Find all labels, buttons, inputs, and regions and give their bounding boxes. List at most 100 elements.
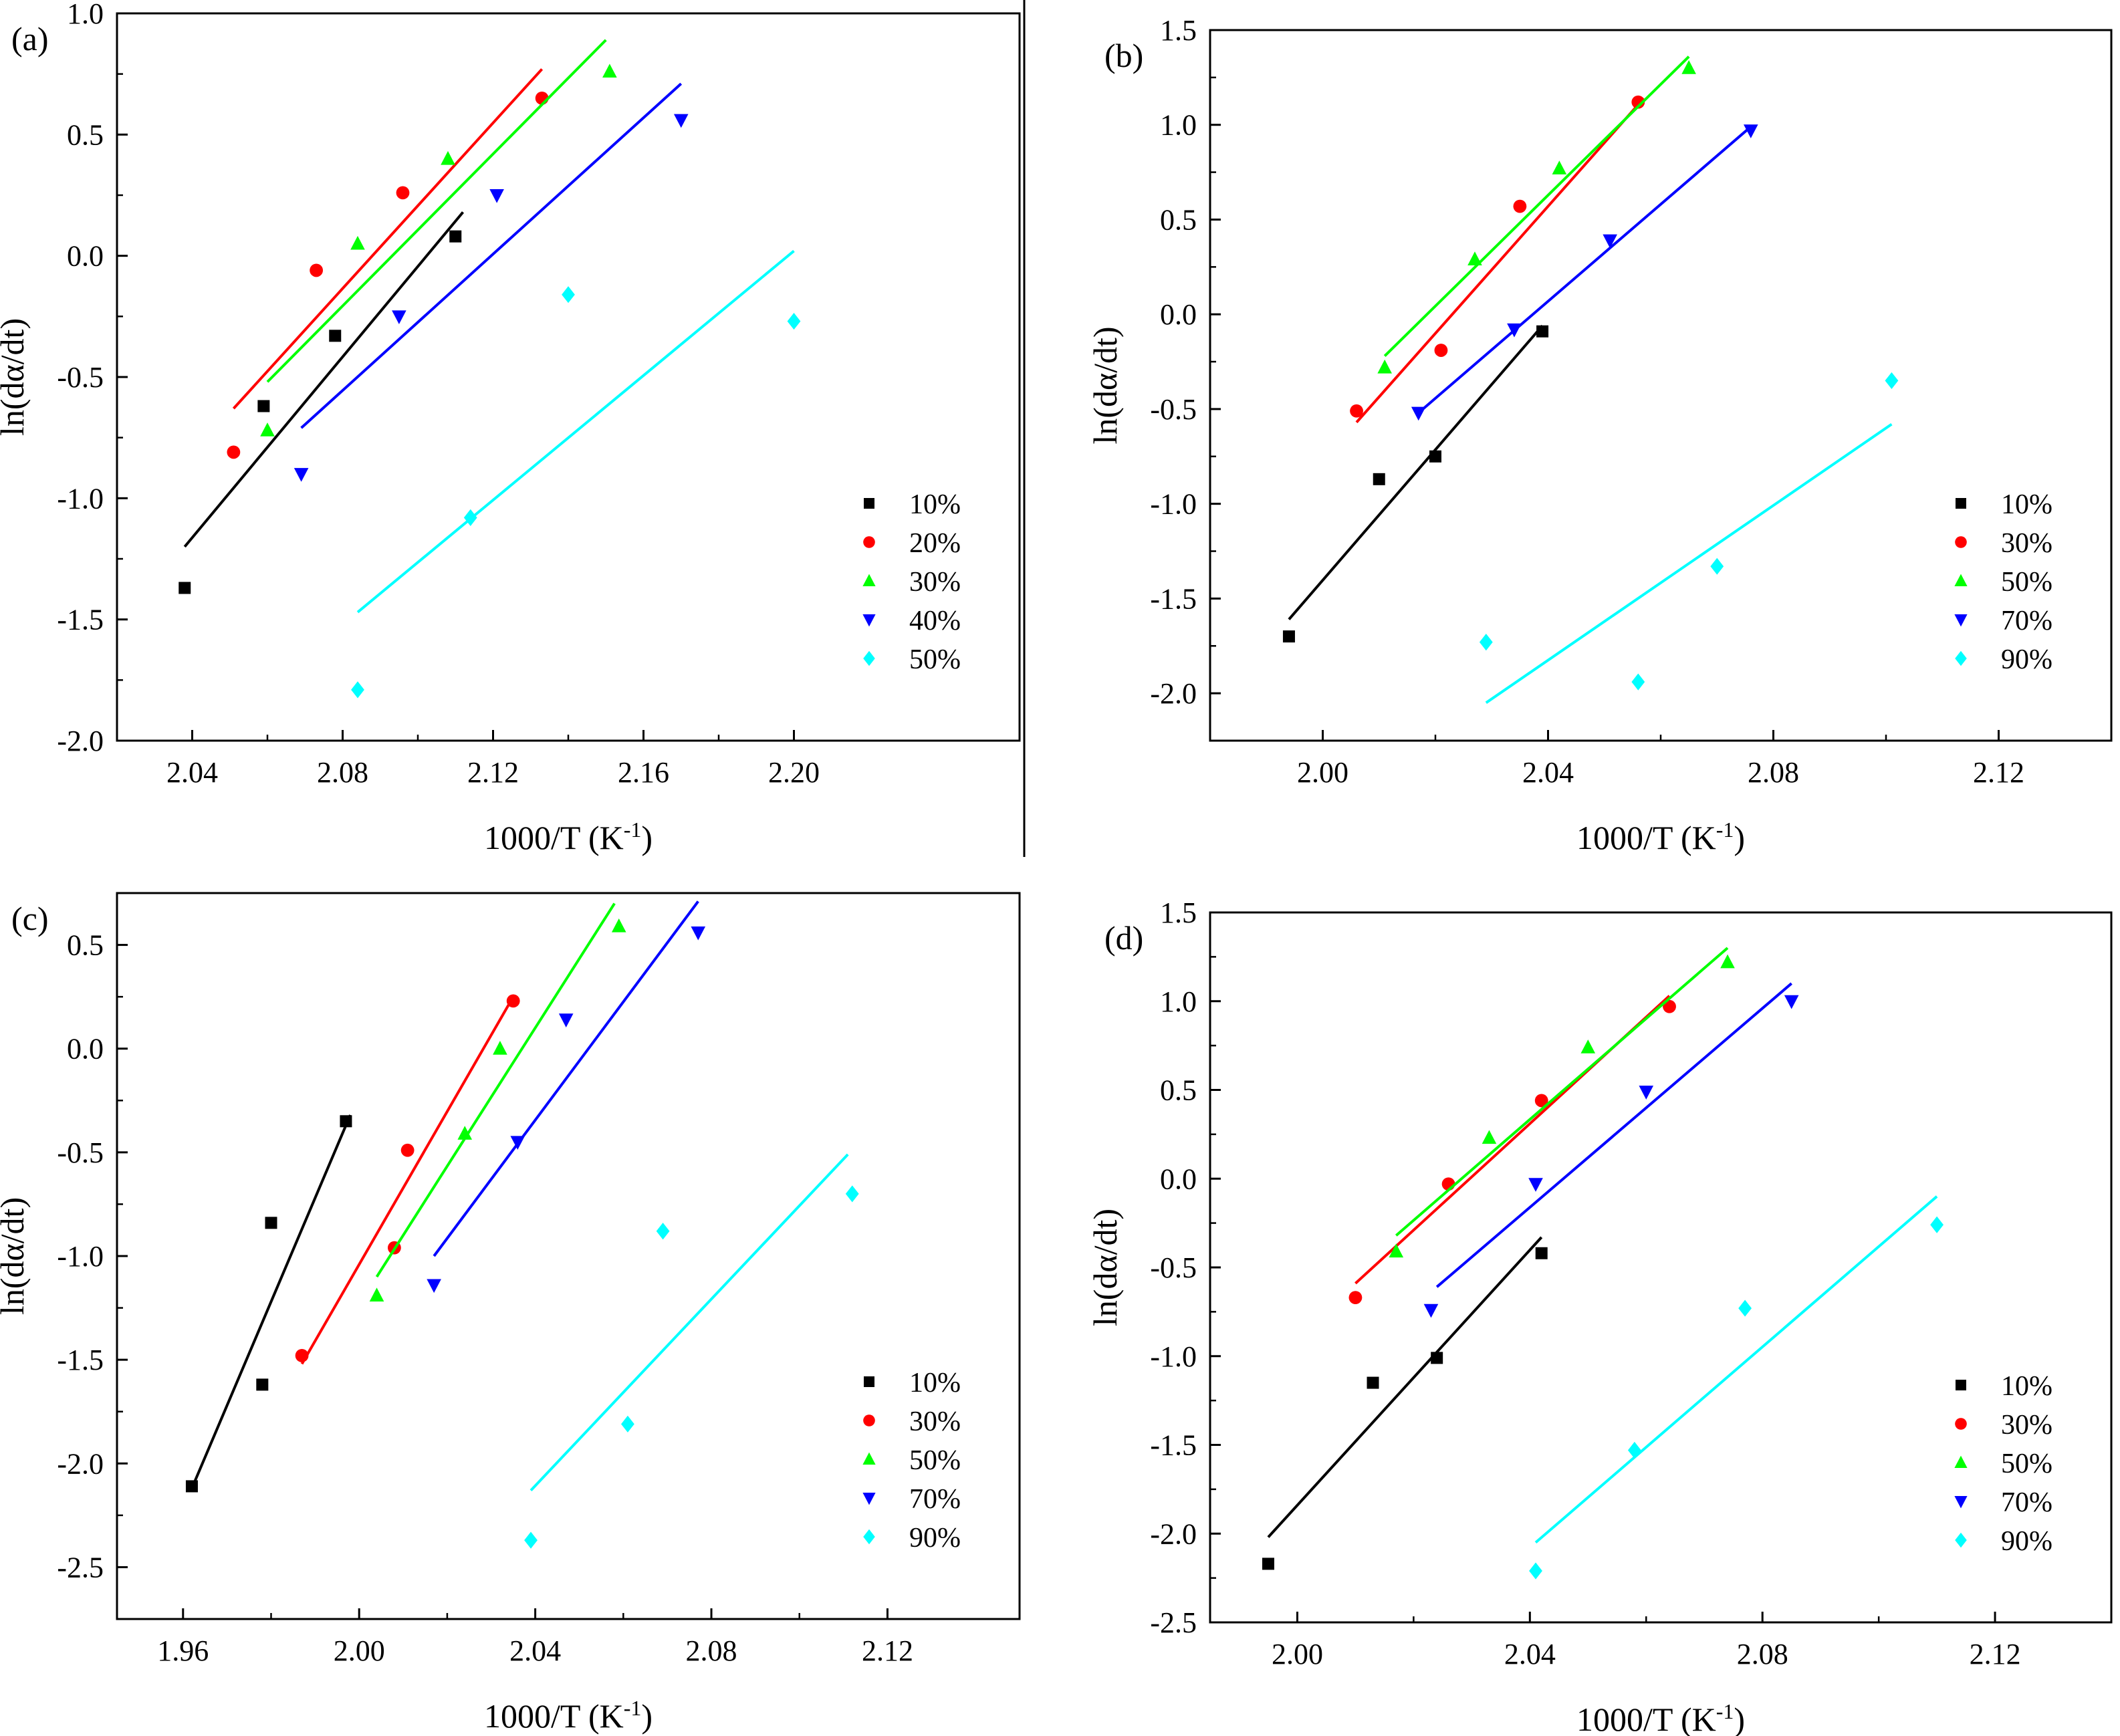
y-tick-label: -2.0 [57, 725, 104, 757]
y-axis-title: ln(dα/dt) [1086, 326, 1124, 444]
fit-line-90pct [1485, 422, 1893, 704]
panel-label: (d) [1104, 919, 1143, 957]
legend-label: 90% [909, 1523, 961, 1554]
legend-label: 30% [909, 567, 961, 598]
data-point-70pct [510, 1136, 525, 1150]
x-axis-title-sup: -1 [624, 1696, 642, 1720]
y-tick-label: 0.5 [1160, 1074, 1197, 1107]
y-tick-label: -0.5 [57, 361, 104, 394]
data-point-10pct [185, 1480, 198, 1493]
legend-marker-30pct [1955, 536, 1967, 548]
data-point-10pct [1536, 325, 1549, 338]
y-tick-label: 0.0 [67, 240, 104, 273]
x-axis-title-main: 1000/T (K [484, 1697, 624, 1735]
data-point-70pct [1423, 1304, 1439, 1318]
x-tick-label: 2.12 [1973, 756, 2024, 789]
y-tick-label: -1.0 [57, 1240, 104, 1273]
legend-marker-50pct [863, 650, 875, 666]
data-point-50pct [562, 286, 575, 303]
legend-marker-70pct [862, 1493, 876, 1505]
y-tick-label: -2.0 [1150, 1517, 1197, 1550]
fit-line-50pct [1383, 55, 1690, 357]
y-tick-label: 0.5 [67, 929, 104, 962]
legend-label: 70% [909, 1484, 961, 1515]
data-point-30pct [1434, 344, 1448, 357]
x-axis-title-main: 1000/T (K [1576, 1701, 1716, 1736]
x-axis-title-main: 1000/T (K [1576, 819, 1716, 856]
y-tick-label: -1.0 [1150, 488, 1197, 521]
legend-marker-70pct [1954, 614, 1968, 627]
legend-label: 10% [909, 489, 961, 520]
data-point-90pct [656, 1223, 670, 1240]
y-tick-label: 0.0 [1160, 1162, 1197, 1195]
x-tick-label: 2.08 [686, 1634, 737, 1667]
fit-line-30pct [1355, 97, 1645, 424]
y-tick-label: -2.0 [57, 1447, 104, 1480]
fit-line-10pct [191, 1114, 352, 1489]
fit-line-10pct [1288, 324, 1544, 620]
data-point-90pct [1627, 1441, 1641, 1459]
legend-marker-50pct [862, 1452, 876, 1465]
x-axis-title: 1000/T (K-1) [1576, 1699, 1745, 1736]
data-point-30pct [1631, 95, 1645, 109]
legend-marker-10pct [864, 498, 874, 509]
data-point-30pct [400, 1143, 415, 1157]
x-tick-label: 2.08 [317, 756, 368, 789]
data-point-70pct [1528, 1178, 1543, 1192]
fit-line-70pct [1417, 126, 1752, 414]
fit-line-70pct [433, 900, 699, 1257]
data-point-20pct [396, 186, 410, 200]
legend-label: 90% [2001, 1526, 2052, 1557]
x-axis-title: 1000/T (K-1) [1576, 818, 1745, 856]
legend-marker-10pct [1956, 1380, 1966, 1390]
y-tick-label: 1.5 [1160, 896, 1197, 929]
data-point-50pct [369, 1287, 384, 1301]
data-point-90pct [845, 1185, 859, 1203]
y-tick-label: -2.0 [1150, 677, 1197, 710]
x-axis-title: 1000/T (K-1) [484, 818, 653, 856]
data-point-50pct [1720, 954, 1735, 969]
data-point-90pct [1930, 1216, 1944, 1233]
legend-label: 10% [909, 1368, 961, 1398]
legend-label: 90% [2001, 644, 2052, 675]
data-point-50pct [611, 918, 626, 933]
data-point-10pct [265, 1217, 277, 1229]
plot-frame-b [1209, 29, 2113, 742]
data-point-90pct [1738, 1299, 1752, 1317]
data-point-10pct [1535, 1247, 1548, 1259]
x-tick-label: 2.04 [1522, 756, 1574, 789]
x-tick-label: 2.20 [768, 756, 820, 789]
legend-label: 50% [2001, 567, 2052, 598]
legend-marker-50pct [1954, 574, 1968, 586]
data-point-10pct [256, 1378, 269, 1391]
legend-marker-30pct [862, 574, 876, 586]
x-tick-label: 2.16 [618, 756, 669, 789]
data-point-30pct [1513, 199, 1527, 213]
data-point-20pct [227, 445, 241, 459]
legend-label: 50% [909, 1445, 961, 1476]
data-point-70pct [1784, 995, 1799, 1009]
y-tick-label: -2.5 [1150, 1606, 1197, 1639]
x-tick-label: 2.04 [509, 1634, 561, 1667]
data-point-70pct [691, 926, 706, 941]
data-point-30pct [260, 422, 275, 437]
legend-marker-20pct [863, 536, 875, 548]
data-point-50pct [1467, 251, 1482, 265]
legend-marker-30pct [863, 1414, 875, 1427]
y-tick-label: 0.5 [1160, 203, 1197, 236]
data-point-90pct [621, 1415, 634, 1433]
fit-line-90pct [529, 1153, 849, 1491]
plot-frame-a [116, 12, 1021, 742]
data-point-10pct [1431, 1352, 1443, 1364]
data-point-30pct [295, 1349, 309, 1362]
data-point-50pct [1377, 359, 1392, 374]
data-point-50pct [463, 509, 477, 526]
data-point-10pct [1367, 1376, 1379, 1389]
x-tick-label: 2.08 [1748, 756, 1799, 789]
data-point-30pct [506, 994, 520, 1008]
legend-label: 40% [909, 606, 961, 636]
data-point-90pct [1710, 557, 1724, 575]
x-axis-title-sup: -1 [1716, 1699, 1734, 1723]
data-point-50pct [787, 312, 801, 330]
x-axis-title-close: ) [641, 1697, 653, 1735]
